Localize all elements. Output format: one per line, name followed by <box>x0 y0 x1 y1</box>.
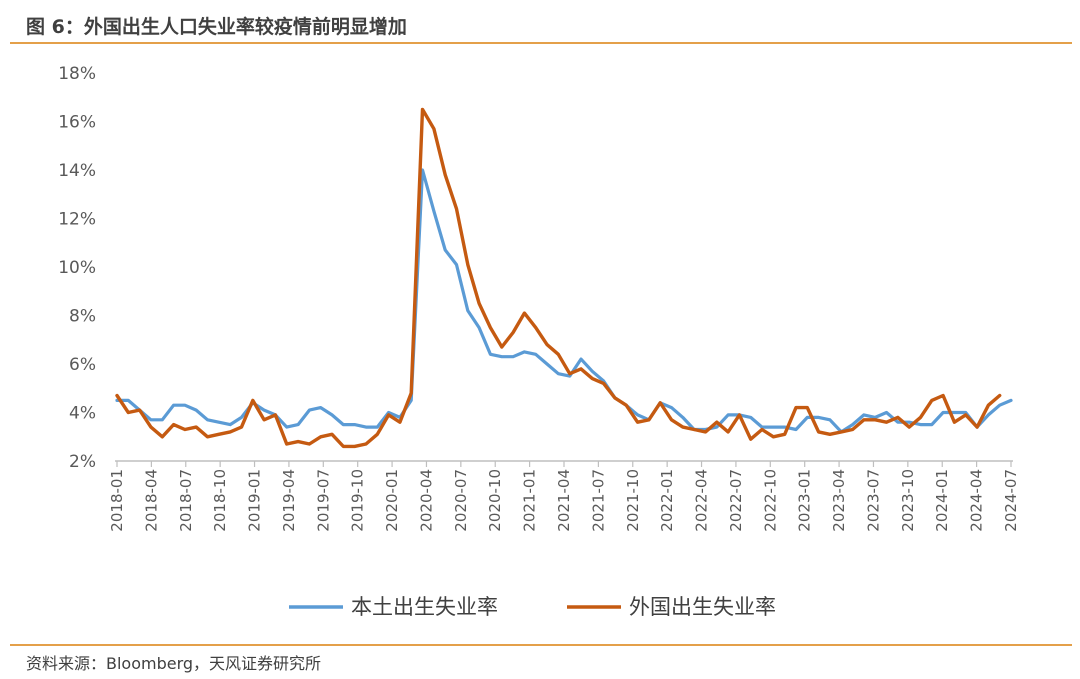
y-tick-label: 2% <box>69 452 96 472</box>
series-line-native-born <box>115 168 1013 434</box>
x-tick-label: 2023-01 <box>796 469 814 532</box>
x-tick-label: 2020-10 <box>486 469 504 532</box>
y-tick-label: 14% <box>58 161 96 181</box>
x-tick-label: 2023-07 <box>864 469 882 532</box>
y-tick-label: 6% <box>69 355 96 375</box>
y-tick-label: 18% <box>58 64 96 84</box>
x-tick-label: 2021-04 <box>555 469 573 532</box>
y-tick-label: 16% <box>58 113 96 133</box>
x-tick-label: 2022-04 <box>693 469 711 532</box>
legend: 本土出生失业率 外国出生失业率 <box>289 595 776 619</box>
x-tick-label: 2018-04 <box>142 469 160 532</box>
x-tick-label: 2020-04 <box>417 469 435 532</box>
source-divider <box>10 644 1072 646</box>
y-tick-label: 10% <box>58 258 96 278</box>
x-tick-label: 2020-07 <box>452 469 470 532</box>
x-tick-label: 2021-10 <box>624 469 642 532</box>
x-tick-label: 2020-01 <box>383 469 401 532</box>
y-tick-label: 4% <box>69 404 96 424</box>
x-tick-label: 2023-10 <box>899 469 917 532</box>
x-tick-label: 2018-01 <box>108 469 126 532</box>
x-tick-label: 2021-01 <box>521 469 539 532</box>
x-tick-label: 2019-01 <box>246 469 264 532</box>
x-tick-label: 2022-01 <box>658 469 676 532</box>
x-tick-label: 2019-10 <box>349 469 367 532</box>
x-tick-label: 2019-07 <box>314 469 332 532</box>
y-tick-label: 12% <box>58 210 96 230</box>
x-tick-label: 2018-10 <box>211 469 229 532</box>
figure-title: 图 6：外国出生人口失业率较疫情前明显增加 <box>26 16 407 38</box>
source-note: 资料来源：Bloomberg，天风证券研究所 <box>26 654 322 673</box>
x-tick-label: 2018-07 <box>177 469 195 532</box>
series-line-foreign-born <box>115 107 1002 449</box>
title-divider <box>10 42 1072 44</box>
legend-label: 本土出生失业率 <box>351 595 498 619</box>
x-tick-label: 2024-01 <box>933 469 951 532</box>
x-tick-label: 2021-07 <box>589 469 607 532</box>
x-tick-label: 2024-04 <box>968 469 986 532</box>
x-tick-label: 2019-04 <box>280 469 298 532</box>
plot-area: 2% 4% 6% 8% 10% 12% 14% 16% 18% 2018-01 2018-04 201… <box>58 64 1020 532</box>
y-tick-label: 8% <box>69 307 96 327</box>
x-tick-label: 2023-04 <box>830 469 848 532</box>
legend-label: 外国出生失业率 <box>629 595 776 619</box>
x-tick-label: 2022-07 <box>727 469 745 532</box>
x-tick-label: 2022-10 <box>761 469 779 532</box>
x-tick-label: 2024-07 <box>1002 469 1020 532</box>
